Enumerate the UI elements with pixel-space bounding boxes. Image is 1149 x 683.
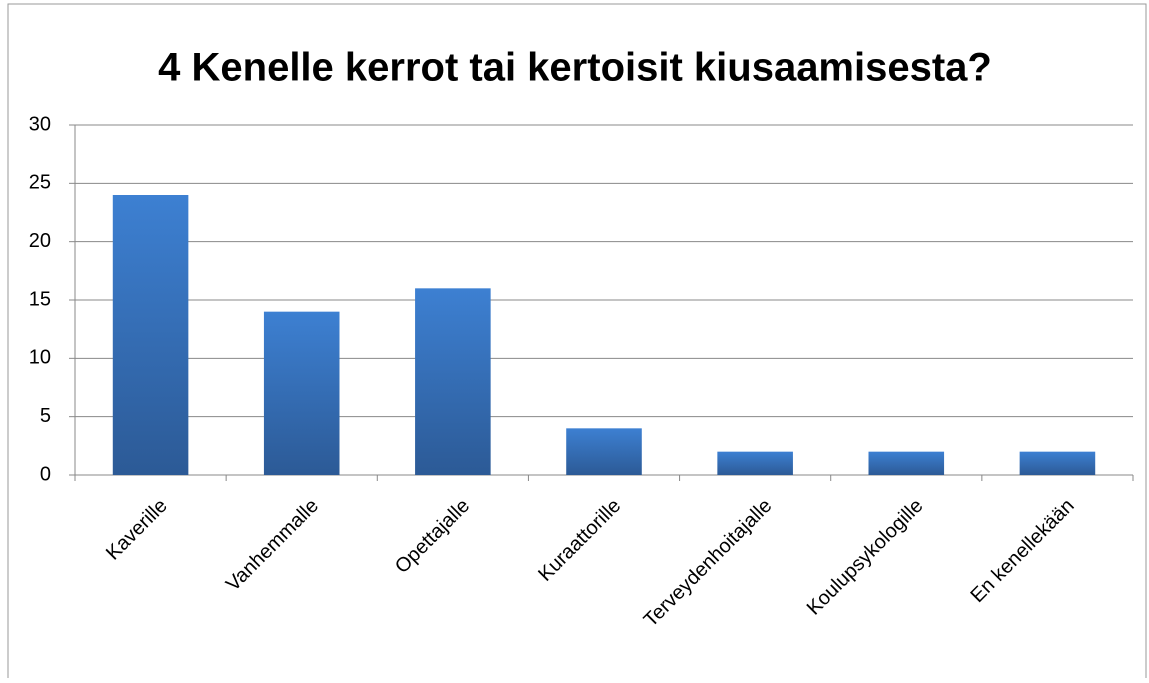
y-tick-label: 25 xyxy=(29,172,51,194)
y-tick-label: 15 xyxy=(29,288,51,310)
chart-title: 4 Kenelle kerrot tai kertoisit kiusaamis… xyxy=(158,46,992,90)
bar xyxy=(868,451,945,475)
bar xyxy=(1019,451,1096,475)
bar xyxy=(112,195,189,475)
bar xyxy=(263,311,340,475)
y-tick-label: 0 xyxy=(40,463,51,485)
bar xyxy=(415,288,491,475)
y-tick-label: 5 xyxy=(40,405,51,427)
bar xyxy=(566,428,642,475)
y-tick-label: 30 xyxy=(29,113,51,135)
bar xyxy=(717,451,793,475)
y-tick-label: 20 xyxy=(29,230,51,252)
y-tick-label: 10 xyxy=(29,347,51,369)
chart-border xyxy=(7,3,1147,683)
